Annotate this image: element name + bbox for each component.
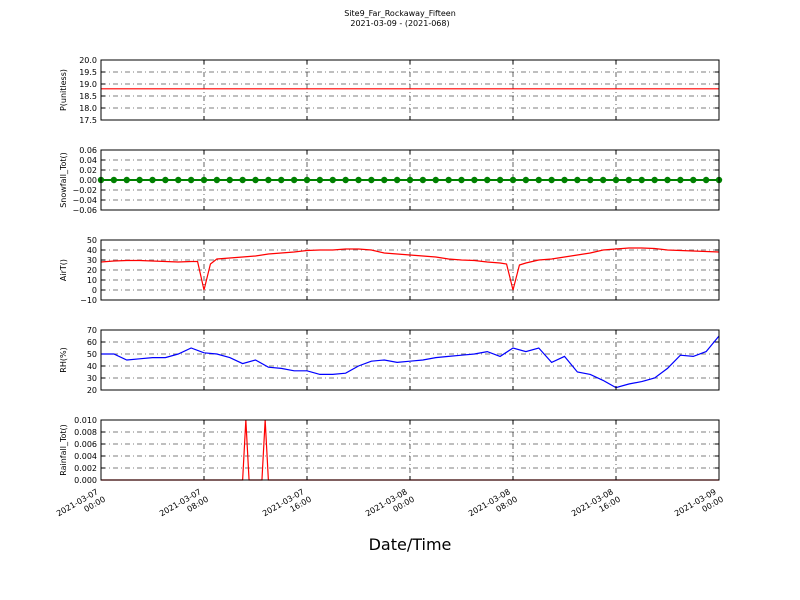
data-point (278, 176, 285, 184)
y-tick-label: 20.0 (79, 56, 97, 65)
y-tick-label: −0.02 (72, 186, 97, 195)
data-point (419, 176, 427, 184)
data-point (175, 176, 182, 184)
data-point (290, 176, 298, 184)
data-point (226, 176, 233, 184)
data-point (265, 176, 272, 184)
y-tick-label: −0.04 (72, 196, 97, 205)
y-tick-label: 0 (92, 286, 97, 295)
data-point (136, 176, 143, 184)
y-tick-label: 60 (87, 338, 97, 347)
y-tick-label: 0.06 (79, 146, 97, 155)
data-point (638, 176, 645, 184)
y-tick-label: 19.0 (79, 80, 97, 89)
y-tick-label: 0.02 (79, 166, 97, 175)
data-point (702, 176, 710, 184)
data-point (651, 176, 658, 184)
data-point (496, 176, 504, 184)
y-tick-label: 30 (87, 374, 97, 383)
data-line (100, 247, 720, 291)
y-tick-label: −0.06 (72, 206, 97, 215)
data-point (625, 176, 633, 184)
data-point (522, 176, 530, 184)
y-tick-label: 70 (87, 326, 97, 335)
data-point (303, 176, 311, 184)
y-axis-label: AirT() (59, 259, 68, 281)
y-tick-label: 0.004 (74, 452, 97, 461)
data-point (239, 176, 246, 184)
data-point (355, 176, 362, 184)
data-point (535, 176, 542, 184)
data-point (432, 176, 439, 184)
y-tick-label: −10 (80, 296, 97, 305)
data-point (252, 176, 259, 184)
data-point (458, 176, 465, 184)
y-tick-label: 0.010 (74, 416, 97, 425)
data-point (149, 176, 156, 184)
data-point (445, 176, 452, 184)
data-point (471, 176, 478, 184)
y-tick-label: 0.04 (79, 156, 97, 165)
y-axis-label: P(unitless) (59, 69, 68, 111)
y-tick-label: 50 (87, 236, 97, 245)
data-point (612, 176, 620, 184)
y-tick-label: 18.5 (79, 92, 97, 101)
y-tick-label: 0.00 (79, 176, 97, 185)
y-tick-label: 18.0 (79, 104, 97, 113)
data-point (690, 176, 697, 184)
data-point (484, 176, 491, 184)
data-point (406, 176, 414, 184)
y-axis-label: Snowfall_Tot() (59, 152, 68, 208)
data-point (599, 176, 607, 184)
data-point (393, 176, 401, 184)
data-point (664, 176, 671, 184)
data-point (548, 176, 555, 184)
data-point (342, 176, 349, 184)
y-tick-label: 40 (87, 362, 97, 371)
chart-subtitle: 2021-03-09 - (2021-068) (350, 19, 449, 28)
data-point (587, 176, 594, 184)
data-point (381, 176, 388, 184)
data-point (316, 176, 324, 184)
data-point (561, 176, 568, 184)
data-point (574, 176, 581, 184)
x-axis-label: Date/Time (369, 535, 452, 554)
data-point (110, 176, 118, 184)
data-point (509, 176, 517, 184)
y-tick-label: 0.000 (74, 476, 97, 485)
y-tick-label: 20 (87, 266, 97, 275)
data-point (187, 176, 195, 184)
data-point (213, 176, 221, 184)
y-tick-label: 19.5 (79, 68, 97, 77)
y-tick-label: 50 (87, 350, 97, 359)
y-tick-label: 17.5 (79, 116, 97, 125)
data-point (200, 176, 208, 184)
y-tick-label: 0.006 (74, 440, 97, 449)
chart-title: Site9_Far_Rockaway_Fifteen (344, 9, 456, 18)
y-tick-label: 20 (87, 386, 97, 395)
y-axis-label: Rainfall_Tot() (59, 424, 68, 476)
y-axis-label: RH(%) (59, 347, 68, 372)
data-point (368, 176, 375, 184)
y-tick-label: 0.008 (74, 428, 97, 437)
data-point (677, 176, 684, 184)
y-tick-label: 40 (87, 246, 97, 255)
data-point (162, 176, 169, 184)
y-tick-label: 0.002 (74, 464, 97, 473)
y-tick-label: 30 (87, 256, 97, 265)
data-point (123, 176, 130, 184)
y-tick-label: 10 (87, 276, 97, 285)
data-point (329, 176, 336, 184)
